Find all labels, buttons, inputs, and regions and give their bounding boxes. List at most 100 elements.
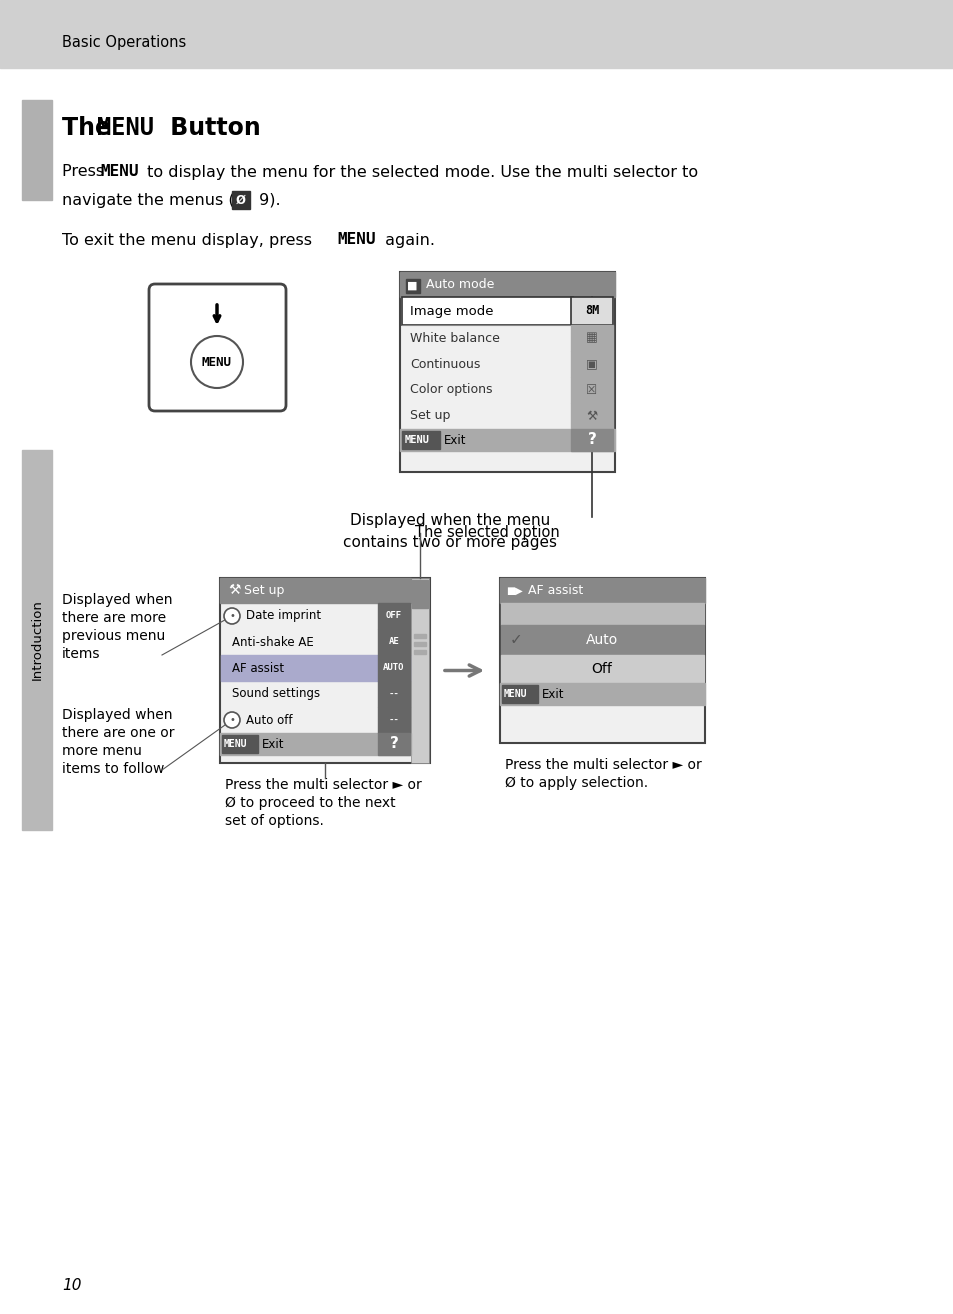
Text: 8M: 8M — [584, 305, 598, 318]
Bar — [401, 297, 573, 325]
Bar — [411, 578, 429, 763]
Text: Set up: Set up — [244, 583, 284, 597]
Bar — [499, 683, 704, 706]
FancyBboxPatch shape — [149, 284, 286, 411]
Bar — [220, 733, 411, 756]
Text: contains two or more pages: contains two or more pages — [343, 535, 557, 549]
Text: Ø: Ø — [235, 193, 246, 206]
Text: ▦: ▦ — [585, 331, 598, 344]
Bar — [399, 272, 615, 297]
Bar — [377, 681, 410, 707]
Text: there are more: there are more — [62, 611, 166, 625]
Text: Displayed when: Displayed when — [62, 593, 172, 607]
Text: White balance: White balance — [410, 331, 499, 344]
Bar — [571, 325, 613, 351]
Circle shape — [191, 336, 243, 388]
Text: Sound settings: Sound settings — [232, 687, 320, 700]
Text: Continuous: Continuous — [410, 357, 480, 371]
Text: To exit the menu display, press: To exit the menu display, press — [62, 233, 316, 247]
Text: ■: ■ — [407, 280, 417, 290]
Text: Date imprint: Date imprint — [246, 610, 321, 623]
Bar — [406, 279, 419, 293]
Bar — [399, 428, 615, 451]
Text: --: -- — [388, 716, 399, 724]
Bar — [500, 654, 703, 683]
Bar — [500, 603, 703, 625]
Text: ▣: ▣ — [585, 357, 598, 371]
Bar — [571, 351, 613, 377]
Text: Displayed when: Displayed when — [62, 708, 172, 721]
Text: AE: AE — [388, 637, 399, 646]
Text: Displayed when the menu: Displayed when the menu — [350, 512, 550, 527]
Text: ☒: ☒ — [586, 384, 597, 397]
Text: there are one or: there are one or — [62, 727, 174, 740]
Text: ?: ? — [587, 432, 596, 448]
Text: Button: Button — [162, 116, 260, 141]
Circle shape — [224, 712, 240, 728]
Text: Auto mode: Auto mode — [426, 279, 494, 290]
Text: ✓: ✓ — [510, 632, 522, 648]
Text: Ø to apply selection.: Ø to apply selection. — [504, 777, 647, 790]
Text: Ø to proceed to the next: Ø to proceed to the next — [225, 796, 395, 809]
Text: set of options.: set of options. — [225, 813, 323, 828]
Text: AUTO: AUTO — [383, 664, 404, 673]
Text: MENU: MENU — [100, 164, 138, 180]
Bar — [22, 449, 52, 830]
Text: previous menu: previous menu — [62, 629, 165, 643]
Text: Press the multi selector ► or: Press the multi selector ► or — [504, 758, 701, 773]
Text: Color options: Color options — [410, 384, 492, 397]
Text: The selected option: The selected option — [415, 524, 559, 540]
Text: Auto off: Auto off — [246, 714, 293, 727]
Text: Exit: Exit — [443, 434, 466, 447]
Text: Exit: Exit — [262, 737, 284, 750]
Bar — [571, 403, 613, 428]
Text: Anti-shake AE: Anti-shake AE — [232, 636, 314, 649]
Text: 9).: 9). — [253, 192, 280, 208]
Bar — [377, 654, 410, 681]
Bar — [501, 685, 537, 703]
Text: Image mode: Image mode — [410, 305, 493, 318]
Text: OFF: OFF — [386, 611, 401, 620]
Text: Introduction: Introduction — [30, 599, 44, 681]
Text: Auto: Auto — [585, 633, 618, 646]
Text: more menu: more menu — [62, 744, 142, 758]
Bar — [401, 431, 439, 449]
Text: •: • — [229, 715, 234, 725]
Text: AF assist: AF assist — [527, 583, 582, 597]
Bar — [22, 100, 52, 200]
Text: navigate the menus (: navigate the menus ( — [62, 192, 234, 208]
Bar — [414, 643, 426, 646]
Circle shape — [224, 608, 240, 624]
Bar — [220, 578, 411, 603]
Bar — [232, 191, 250, 209]
Text: Exit: Exit — [541, 687, 564, 700]
Text: ⚒: ⚒ — [228, 583, 240, 598]
Bar — [377, 629, 410, 654]
Text: Press: Press — [62, 164, 110, 180]
Bar — [221, 654, 410, 681]
Text: AF assist: AF assist — [232, 661, 284, 674]
Bar — [399, 272, 615, 472]
Text: •: • — [229, 611, 234, 622]
Text: Off: Off — [591, 662, 612, 675]
Text: --: -- — [388, 690, 399, 699]
Bar — [571, 377, 613, 403]
Text: MENU: MENU — [202, 356, 232, 368]
Bar — [377, 603, 410, 629]
Text: MENU: MENU — [97, 116, 153, 141]
Bar — [0, 0, 953, 68]
Text: Set up: Set up — [410, 410, 450, 423]
Bar — [571, 428, 613, 451]
Text: ?: ? — [389, 737, 398, 752]
Text: MENU: MENU — [405, 435, 430, 445]
Text: ⚒: ⚒ — [586, 410, 597, 423]
Bar — [414, 650, 426, 654]
Bar — [412, 579, 428, 608]
Text: again.: again. — [379, 233, 435, 247]
Bar — [414, 633, 426, 639]
Text: items: items — [62, 646, 100, 661]
Bar — [500, 625, 703, 654]
Bar — [499, 578, 704, 742]
Text: MENU: MENU — [336, 233, 375, 247]
Bar — [571, 297, 613, 325]
